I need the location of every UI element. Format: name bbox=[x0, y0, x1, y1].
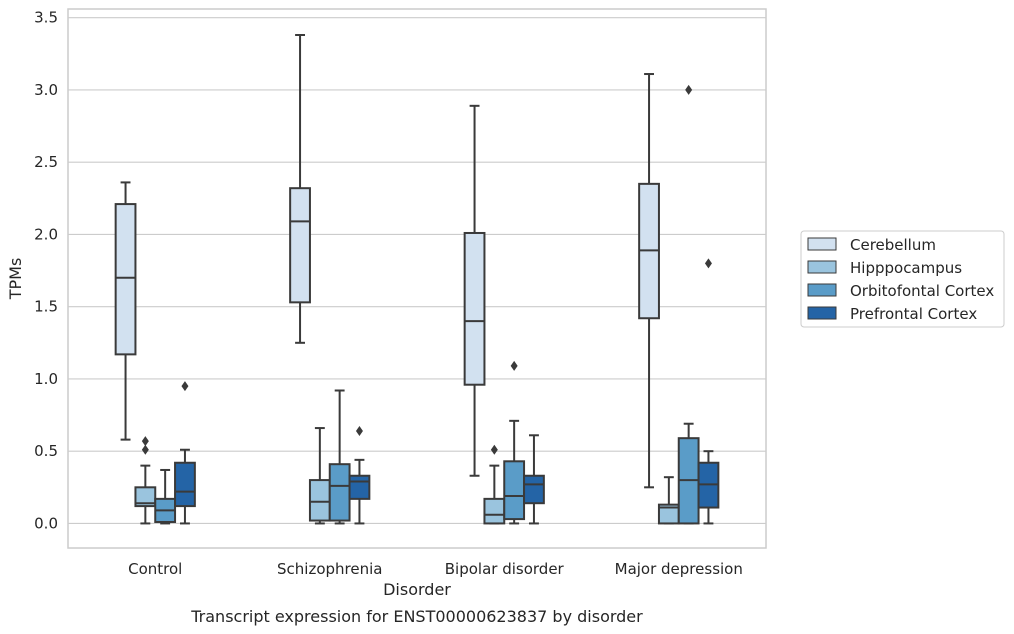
box-prefrontal-cortex bbox=[697, 258, 720, 525]
box-hipppocampus bbox=[657, 476, 680, 525]
outlier-point bbox=[141, 444, 149, 455]
box-hipppocampus bbox=[134, 436, 157, 525]
legend-label: Cerebellum bbox=[850, 236, 936, 254]
legend-label: Hipppocampus bbox=[850, 259, 962, 277]
box-prefrontal-cortex bbox=[523, 434, 545, 525]
x-tick-label: Major depression bbox=[615, 560, 743, 578]
box-body bbox=[114, 203, 137, 356]
outlier-point bbox=[685, 84, 693, 95]
legend-label: Orbitofontal Cortex bbox=[850, 282, 994, 300]
plot-frame bbox=[67, 8, 767, 549]
box-cerebellum bbox=[638, 73, 660, 489]
x-tick-label: Control bbox=[128, 560, 182, 578]
legend-swatch bbox=[807, 283, 837, 297]
box-orbitofontal-cortex bbox=[328, 389, 351, 525]
outlier-point bbox=[704, 258, 712, 269]
box-hipppocampus bbox=[483, 444, 506, 525]
x-axis-ticks: Control Schizophrenia Bipolar disorder Majo… bbox=[128, 560, 743, 578]
box-body bbox=[463, 231, 486, 386]
y-tick-label: 0.0 bbox=[34, 514, 58, 532]
box-orbitofontal-cortex bbox=[154, 468, 177, 525]
box-body bbox=[328, 463, 351, 522]
x-tick-label: Bipolar disorder bbox=[445, 560, 565, 578]
y-tick-label: 2.0 bbox=[34, 225, 58, 243]
legend-swatch bbox=[807, 306, 837, 320]
outlier-point bbox=[355, 425, 363, 436]
x-tick-label: Schizophrenia bbox=[277, 560, 382, 578]
legend-frame bbox=[800, 230, 1005, 328]
box-hipppocampus bbox=[308, 427, 331, 525]
y-tick-label: 1.5 bbox=[34, 298, 58, 316]
box-prefrontal-cortex bbox=[348, 425, 371, 525]
box-cerebellum bbox=[114, 181, 137, 441]
box-body bbox=[289, 187, 311, 304]
y-tick-label: 1.0 bbox=[34, 370, 58, 388]
box-plot-area bbox=[114, 34, 720, 525]
box-body bbox=[348, 474, 371, 500]
y-axis-title: TPMs bbox=[6, 258, 25, 301]
box-orbitofontal-cortex bbox=[677, 84, 700, 525]
grid-lines bbox=[68, 17, 766, 525]
legend-swatch bbox=[807, 237, 837, 251]
y-tick-label: 2.5 bbox=[34, 153, 58, 171]
box-prefrontal-cortex bbox=[174, 381, 196, 525]
box-body bbox=[308, 479, 331, 522]
legend-label: Prefrontal Cortex bbox=[850, 305, 977, 323]
box-orbitofontal-cortex bbox=[503, 360, 526, 525]
outlier-point bbox=[141, 436, 149, 447]
legend-swatch bbox=[807, 260, 837, 274]
legend: Cerebellum Hipppocampus Orbitofontal Corte… bbox=[800, 230, 1005, 328]
chart-caption: Transcript expression for ENST0000062383… bbox=[190, 607, 643, 626]
x-axis-title: Disorder bbox=[383, 580, 451, 599]
y-tick-label: 3.5 bbox=[34, 9, 58, 27]
box-cerebellum bbox=[463, 104, 486, 477]
outlier-point bbox=[510, 360, 518, 371]
box-body bbox=[134, 486, 157, 508]
y-tick-label: 3.0 bbox=[34, 81, 58, 99]
outlier-point bbox=[490, 444, 498, 455]
box-body bbox=[523, 474, 545, 505]
box-body bbox=[174, 461, 196, 508]
outlier-point bbox=[181, 381, 189, 392]
y-tick-label: 0.5 bbox=[34, 442, 58, 460]
box-body bbox=[503, 460, 526, 521]
y-axis-ticks: 0.0 0.5 1.0 1.5 2.0 2.5 3.0 3.5 bbox=[34, 9, 58, 533]
box-body bbox=[483, 497, 506, 525]
box-cerebellum bbox=[289, 34, 311, 344]
